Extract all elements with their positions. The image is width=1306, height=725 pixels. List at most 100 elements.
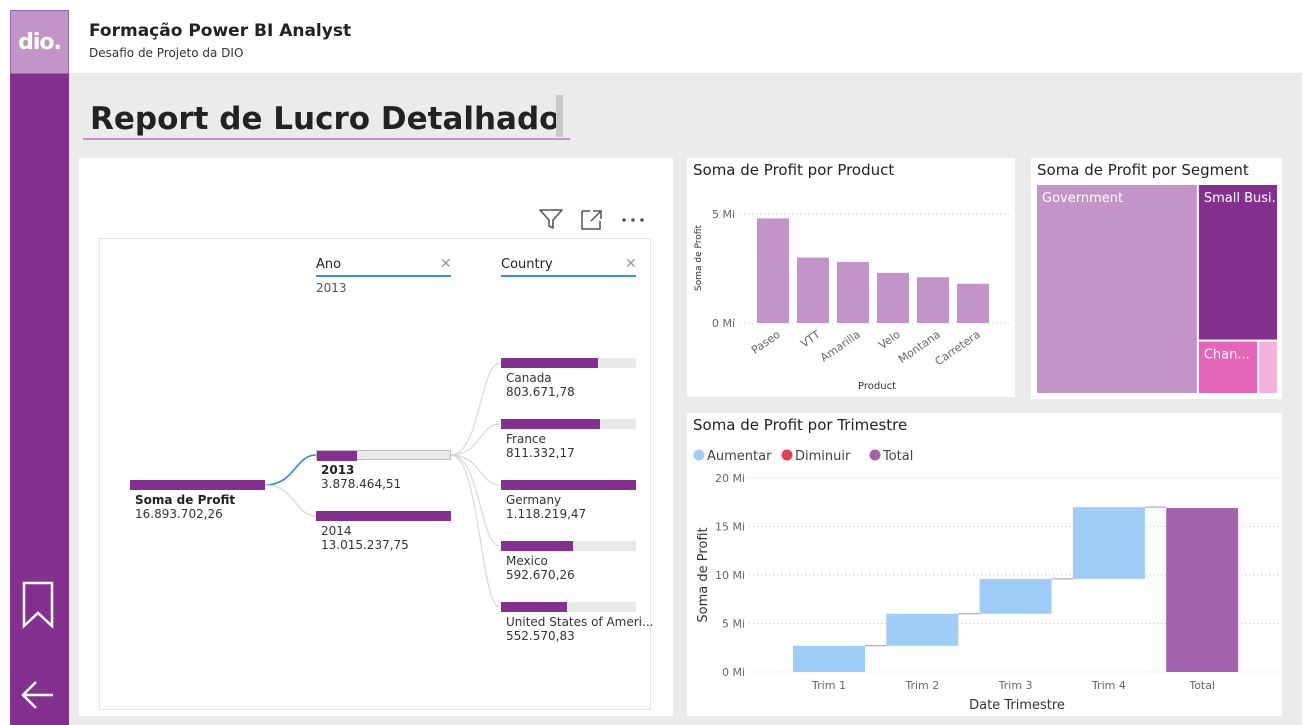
logo-text: dio. bbox=[18, 29, 62, 55]
waterfall-bar-trim-4 bbox=[1072, 507, 1145, 579]
segment-treemap: Government Small Busi... Chan... bbox=[1037, 185, 1282, 393]
country-bar[interactable] bbox=[501, 419, 636, 429]
tree-connectors bbox=[264, 362, 501, 608]
header-subtitle: Desafio de Projeto da DIO bbox=[89, 46, 244, 60]
country-value: 552.570,83 bbox=[506, 629, 575, 643]
focus-mode-icon[interactable] bbox=[579, 208, 605, 232]
y-tick-label: 20 Mi bbox=[715, 472, 745, 485]
y-axis-label: Soma de Profit bbox=[694, 225, 704, 291]
legend-label: Total bbox=[882, 449, 913, 464]
x-tick-label: Trim 1 bbox=[811, 679, 846, 692]
waterfall-bar-trim-2 bbox=[886, 613, 959, 646]
x-tick-label: Paseo bbox=[749, 328, 783, 357]
country-label: France bbox=[506, 432, 546, 446]
country-value: 803.671,78 bbox=[506, 385, 575, 399]
segment-label: Small Busi... bbox=[1204, 191, 1282, 206]
country-label: United States of Ameri... bbox=[506, 615, 654, 629]
legend-label: Aumentar bbox=[707, 449, 772, 464]
report-title: Report de Lucro Detalhado bbox=[90, 101, 561, 137]
year-value: 3.878.464,51 bbox=[321, 477, 402, 491]
title-underline bbox=[83, 138, 570, 140]
waterfall-bar-trim-3 bbox=[979, 578, 1052, 614]
bar-carretera bbox=[957, 283, 989, 323]
nav-sidebar bbox=[10, 10, 69, 725]
y-tick-label: 0 Mi bbox=[722, 666, 745, 679]
country-label: Canada bbox=[506, 371, 552, 385]
bar-montana bbox=[917, 277, 949, 323]
segment-other bbox=[1259, 341, 1277, 393]
legend-marker bbox=[781, 449, 793, 461]
product-chart-panel: Soma de Profit por Product 0 Mi 5 Mi Paseo… bbox=[687, 158, 1015, 397]
close-icon[interactable]: ✕ bbox=[625, 256, 637, 272]
segment-channel bbox=[1198, 341, 1258, 393]
root-bar[interactable] bbox=[130, 480, 265, 490]
country-bar-fill bbox=[501, 541, 573, 551]
segment-label: Chan... bbox=[1204, 348, 1250, 363]
x-tick-label: Trim 2 bbox=[904, 679, 939, 692]
dio-logo[interactable]: dio. bbox=[10, 10, 69, 74]
chart-title: Soma de Profit por Segment bbox=[1037, 161, 1249, 179]
title-accent-bar bbox=[556, 95, 563, 137]
country-label: Germany bbox=[506, 493, 562, 507]
country-bar[interactable] bbox=[501, 358, 636, 368]
chart-title: Soma de Profit por Product bbox=[693, 161, 895, 179]
y-tick-label: 15 Mi bbox=[715, 521, 745, 534]
bar-vtt bbox=[797, 257, 829, 323]
y-tick-label: 5 Mi bbox=[712, 208, 735, 221]
country-bar-fill bbox=[501, 602, 568, 612]
level-header-country[interactable]: Country bbox=[501, 257, 553, 272]
x-tick-label: Trim 4 bbox=[1091, 679, 1126, 692]
bar-velo bbox=[877, 272, 909, 323]
close-icon[interactable]: ✕ bbox=[440, 256, 452, 272]
x-axis-label: Product bbox=[858, 381, 896, 392]
waterfall-bar-total bbox=[1166, 508, 1239, 672]
x-tick-label: Amarilla bbox=[818, 328, 863, 365]
segment-government bbox=[1037, 185, 1197, 393]
country-bar[interactable] bbox=[501, 480, 636, 490]
root-value: 16.893.702,26 bbox=[135, 507, 223, 521]
more-options-icon[interactable] bbox=[619, 212, 647, 228]
year-bar-fill bbox=[317, 451, 357, 461]
country-bar[interactable] bbox=[501, 602, 636, 612]
country-bar-fill bbox=[501, 358, 599, 368]
header-title: Formação Power BI Analyst bbox=[89, 21, 352, 41]
root-label: Soma de Profit bbox=[135, 493, 236, 507]
year-bar[interactable] bbox=[316, 450, 451, 461]
y-tick-label: 0 Mi bbox=[712, 317, 735, 330]
level-selected-value: 2013 bbox=[316, 281, 347, 295]
country-value: 811.332,17 bbox=[506, 446, 575, 460]
x-tick-label: Carretera bbox=[933, 328, 983, 369]
legend-marker bbox=[693, 449, 705, 461]
filter-icon[interactable] bbox=[537, 206, 565, 232]
segment-label: Government bbox=[1042, 191, 1123, 206]
chart-title: Soma de Profit por Trimestre bbox=[693, 416, 908, 434]
decomposition-tree: Ano ✕ 2013 Country ✕ Soma de Profit 16.8… bbox=[99, 238, 654, 710]
year-label: 2013 bbox=[321, 463, 355, 477]
year-bar-fill bbox=[316, 511, 451, 521]
level-header-ano[interactable]: Ano bbox=[316, 257, 342, 272]
x-tick-label: Trim 3 bbox=[998, 679, 1033, 692]
segment-small-business bbox=[1198, 185, 1277, 340]
country-label: Mexico bbox=[506, 554, 548, 568]
bookmark-icon[interactable] bbox=[21, 580, 55, 630]
x-axis-label: Date Trimestre bbox=[969, 698, 1065, 713]
segment-chart-panel: Soma de Profit por Segment Government Sma… bbox=[1031, 158, 1282, 399]
x-tick-label: Velo bbox=[876, 328, 903, 352]
level-header-underline bbox=[316, 275, 451, 277]
year-bar[interactable] bbox=[316, 511, 451, 521]
back-arrow-icon[interactable] bbox=[20, 678, 56, 712]
legend-marker bbox=[869, 449, 881, 461]
quarter-chart-panel: Soma de Profit por Trimestre Aumentar Dim… bbox=[687, 413, 1282, 716]
x-tick-label: VTT bbox=[798, 328, 823, 351]
level-header-underline bbox=[501, 275, 636, 277]
bar-amarilla bbox=[837, 261, 869, 323]
legend-label: Diminuir bbox=[795, 449, 851, 464]
year-label: 2014 bbox=[321, 524, 352, 538]
bar-paseo bbox=[757, 218, 789, 323]
quarter-waterfall-chart: Aumentar Diminuir Total 0 Mi 5 Mi 10 Mi 15 Mi 2… bbox=[693, 449, 1279, 713]
waterfall-bar-trim-1 bbox=[793, 645, 865, 672]
x-tick-label: Total bbox=[1188, 679, 1215, 692]
country-bar[interactable] bbox=[501, 541, 636, 551]
y-tick-label: 10 Mi bbox=[715, 569, 745, 582]
